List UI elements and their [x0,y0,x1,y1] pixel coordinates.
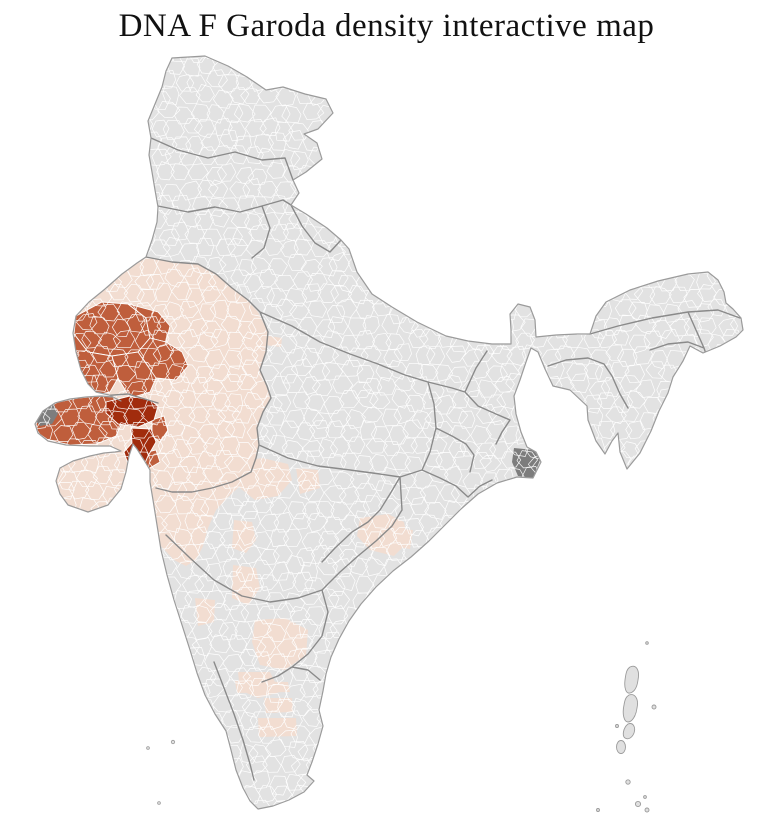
lakshadweep-dot[interactable] [157,801,161,805]
andaman-nicobar-islands[interactable] [596,641,657,813]
island-dot[interactable] [643,795,647,799]
district-region-low-tn2[interactable] [264,698,293,713]
nicobar-island[interactable] [644,807,650,813]
island-dot[interactable] [615,724,619,728]
country-outline [34,55,744,810]
state-borders [99,137,741,781]
andaman-island-south[interactable] [622,723,636,740]
district-region-low-tn3[interactable] [258,718,297,737]
district-region-low-coastal-ap[interactable] [390,528,413,549]
barren-island[interactable] [645,641,649,645]
lakshadweep-islands[interactable] [146,739,176,805]
district-region-low-tn1[interactable] [235,681,290,693]
car-nicobar-island[interactable] [625,779,631,785]
andaman-island-middle[interactable] [622,694,638,723]
island-dot[interactable] [596,808,600,812]
district-region-low-karnataka2[interactable] [195,598,215,626]
nicobar-island[interactable] [634,800,642,808]
andaman-island-north[interactable] [624,665,639,694]
little-andaman-island[interactable] [616,740,626,754]
lakshadweep-dot[interactable] [146,746,150,750]
island-dot[interactable] [651,704,657,710]
lakshadweep-dot[interactable] [170,739,176,745]
